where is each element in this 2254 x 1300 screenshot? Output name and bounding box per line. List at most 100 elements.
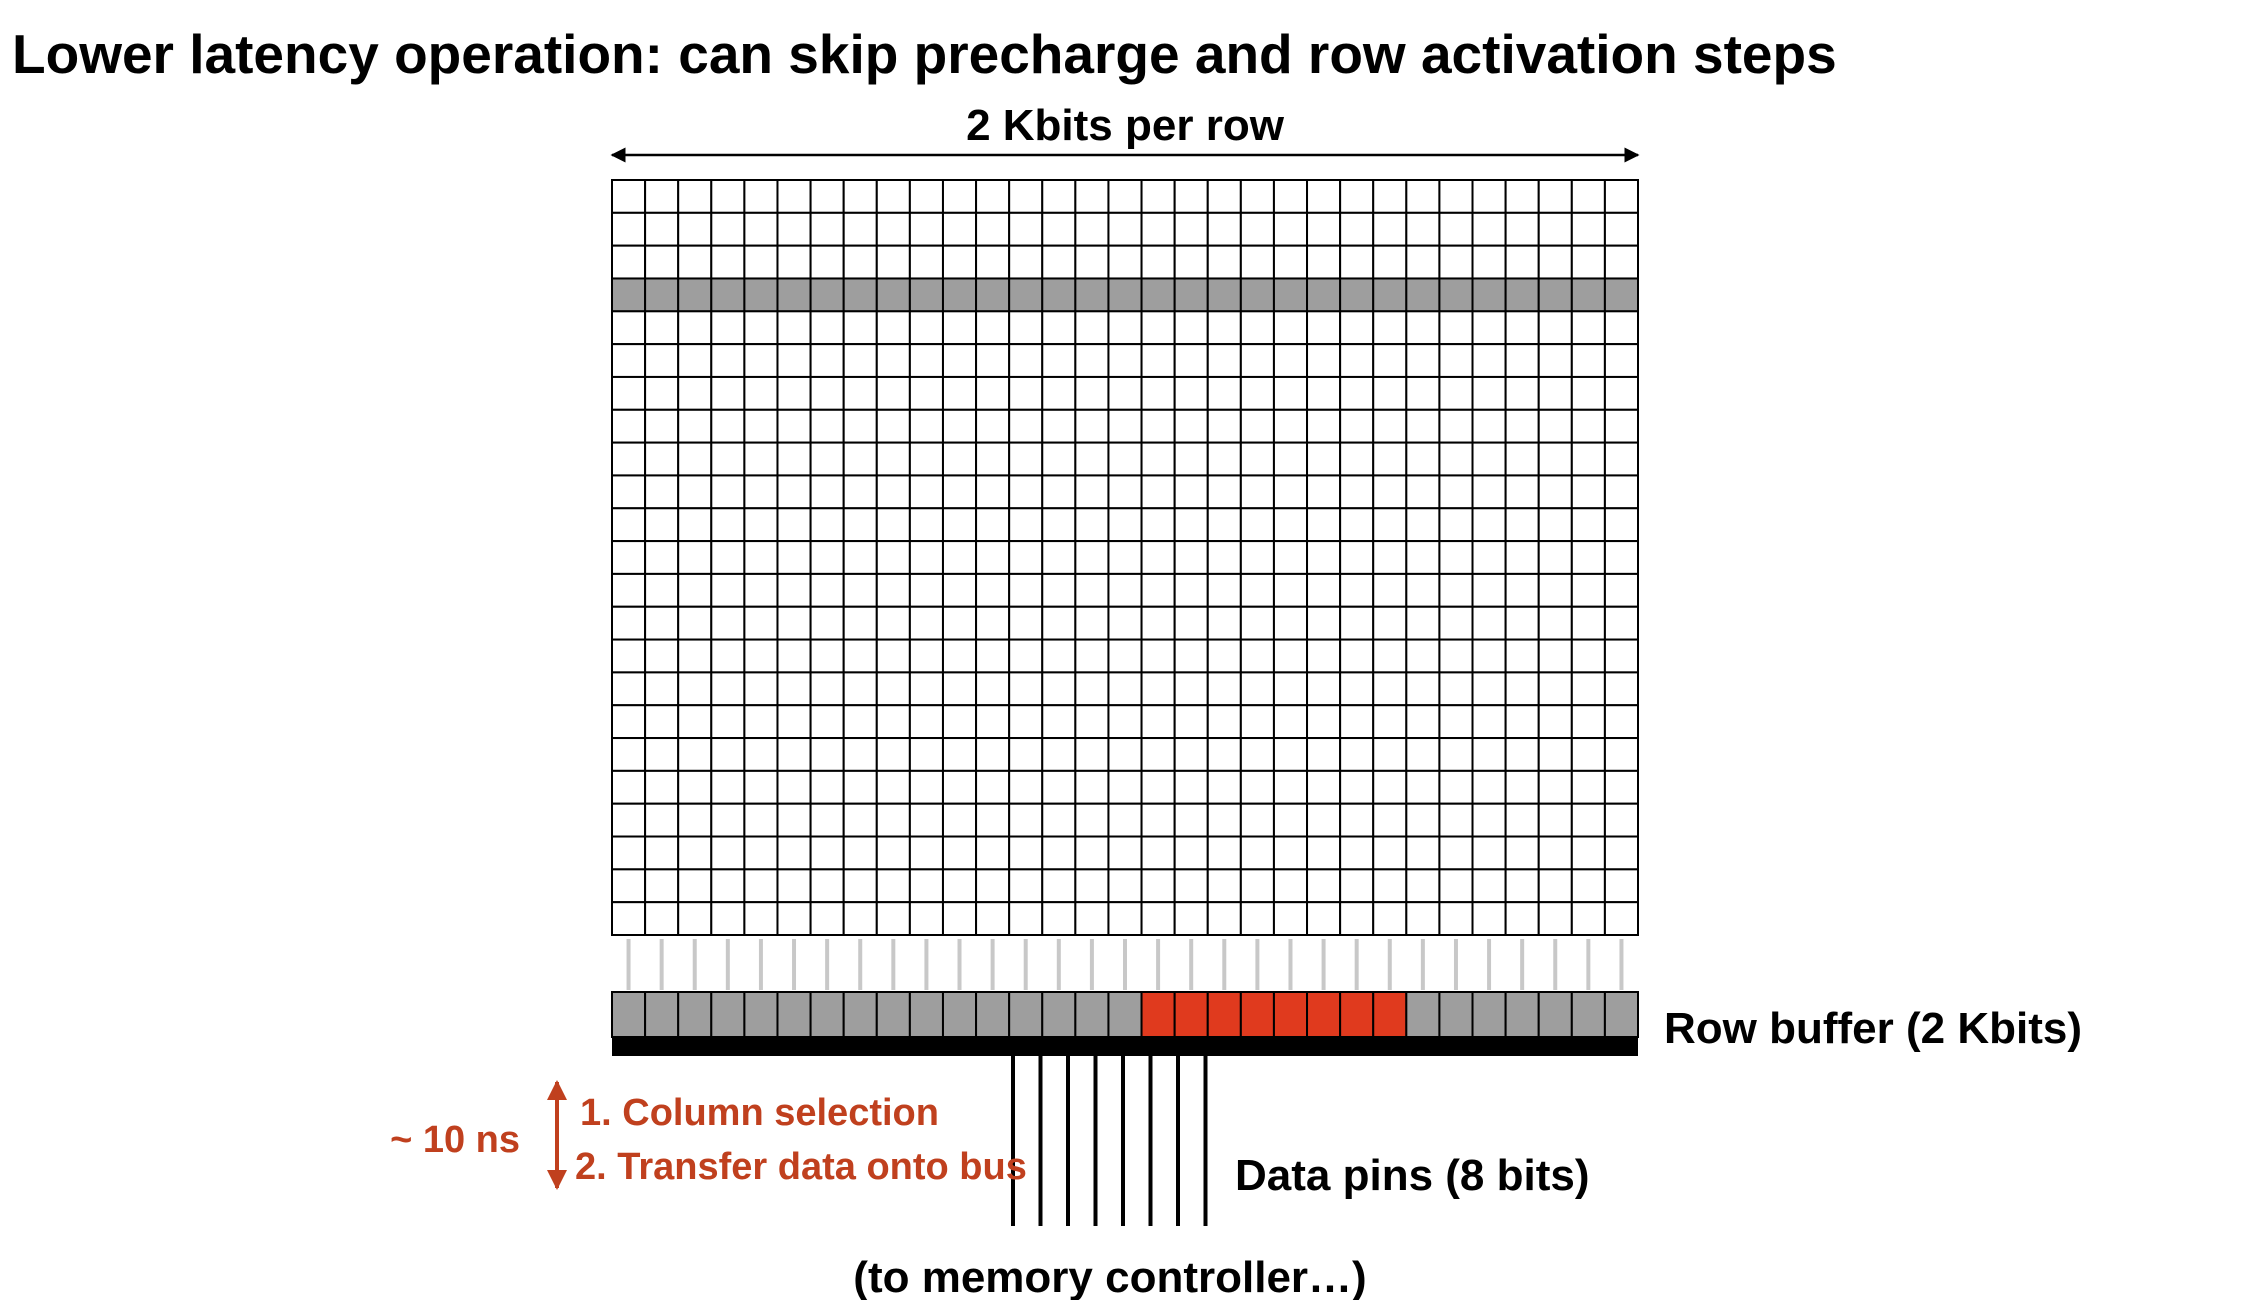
data-pins	[1011, 1056, 1208, 1226]
memory-cell	[1570, 835, 1606, 871]
memory-cell	[1603, 638, 1639, 674]
memory-cell	[611, 507, 647, 543]
active-row-cell	[1173, 277, 1209, 313]
memory-cell	[611, 671, 647, 707]
memory-cell	[1140, 441, 1176, 477]
memory-cell	[1339, 802, 1375, 838]
memory-cell	[644, 704, 680, 740]
memory-cell	[1306, 408, 1342, 444]
memory-cell	[1504, 704, 1540, 740]
memory-cell	[1471, 343, 1507, 378]
memory-cell	[710, 638, 746, 674]
memory-cell	[941, 638, 978, 674]
memory-cell	[1405, 737, 1441, 772]
memory-cell	[908, 211, 944, 247]
memory-cell	[1107, 638, 1143, 674]
memory-cell	[908, 605, 944, 641]
memory-cell	[1272, 769, 1309, 805]
memory-cell	[908, 572, 944, 608]
memory-cell	[1008, 835, 1044, 871]
memory-cell	[1504, 802, 1540, 838]
memory-cell	[1173, 704, 1209, 740]
row-buffer-cell	[1008, 991, 1044, 1038]
memory-cell	[1272, 572, 1309, 608]
memory-cell	[1372, 704, 1408, 740]
active-row-cell	[1438, 277, 1474, 313]
memory-cell	[710, 408, 746, 444]
memory-cell	[1074, 802, 1110, 838]
memory-cell	[809, 769, 845, 805]
memory-cell	[677, 769, 713, 805]
memory-cell	[1570, 179, 1606, 214]
memory-cell	[1438, 244, 1474, 280]
memory-cell	[1306, 211, 1342, 247]
memory-cell	[809, 671, 845, 707]
memory-cell	[1339, 343, 1375, 378]
memory-cell	[710, 802, 746, 838]
memory-cell	[1603, 901, 1639, 936]
memory-cell	[975, 769, 1011, 805]
memory-cell	[1537, 638, 1573, 674]
memory-cell	[842, 901, 878, 936]
memory-cell	[1074, 605, 1110, 641]
memory-cell	[941, 769, 978, 805]
memory-cell	[1239, 704, 1275, 740]
memory-cell	[1306, 638, 1342, 674]
memory-cell	[1471, 671, 1507, 707]
memory-cell	[1471, 802, 1507, 838]
memory-cell	[743, 638, 779, 674]
memory-cell	[875, 671, 911, 707]
memory-cell	[677, 572, 713, 608]
memory-cell	[1570, 507, 1606, 543]
memory-cell	[975, 704, 1011, 740]
memory-cell	[710, 211, 746, 247]
timing-step-1: 1. Column selection	[580, 1092, 939, 1134]
memory-cell	[1074, 638, 1110, 674]
memory-cell	[875, 441, 911, 477]
memory-cell	[1306, 704, 1342, 740]
memory-cell	[809, 802, 845, 838]
memory-cell	[1173, 244, 1209, 280]
memory-cell	[1438, 802, 1474, 838]
memory-cell	[776, 441, 812, 477]
memory-cell	[842, 638, 878, 674]
memory-cell	[1206, 901, 1242, 936]
memory-cell	[1339, 835, 1375, 871]
memory-cell	[875, 211, 911, 247]
memory-cell	[1173, 179, 1209, 214]
memory-cell	[1438, 474, 1474, 510]
memory-cell	[710, 507, 746, 543]
memory-cell	[1107, 540, 1143, 575]
selected-buffer-cell	[1339, 991, 1375, 1038]
memory-cell	[1603, 868, 1639, 904]
memory-cell	[1107, 868, 1143, 904]
memory-cell	[1041, 638, 1077, 674]
memory-cell	[1041, 671, 1077, 707]
memory-cell	[611, 474, 647, 510]
memory-cell	[1041, 244, 1077, 280]
memory-cell	[1008, 540, 1044, 575]
memory-cell	[975, 211, 1011, 247]
memory-cell	[677, 375, 713, 411]
row-buffer-cell	[1405, 991, 1441, 1038]
memory-cell	[677, 474, 713, 510]
row-buffer-cell	[1570, 991, 1606, 1038]
memory-cell	[743, 507, 779, 543]
active-row-cell	[1041, 277, 1077, 313]
memory-cell	[1504, 835, 1540, 871]
memory-cell	[611, 835, 647, 871]
internal-bus	[612, 1037, 1638, 1056]
memory-cell	[1372, 179, 1408, 214]
memory-cell	[1041, 802, 1077, 838]
memory-cell	[941, 507, 978, 543]
memory-cell	[1206, 408, 1242, 444]
memory-cell	[1372, 211, 1408, 247]
memory-cell	[908, 244, 944, 280]
memory-cell	[1107, 507, 1143, 543]
memory-cell	[1074, 671, 1110, 707]
memory-cell	[1041, 179, 1077, 214]
memory-cell	[1140, 244, 1176, 280]
memory-cell	[677, 343, 713, 378]
memory-cell	[1272, 375, 1309, 411]
memory-cell	[1272, 211, 1309, 247]
